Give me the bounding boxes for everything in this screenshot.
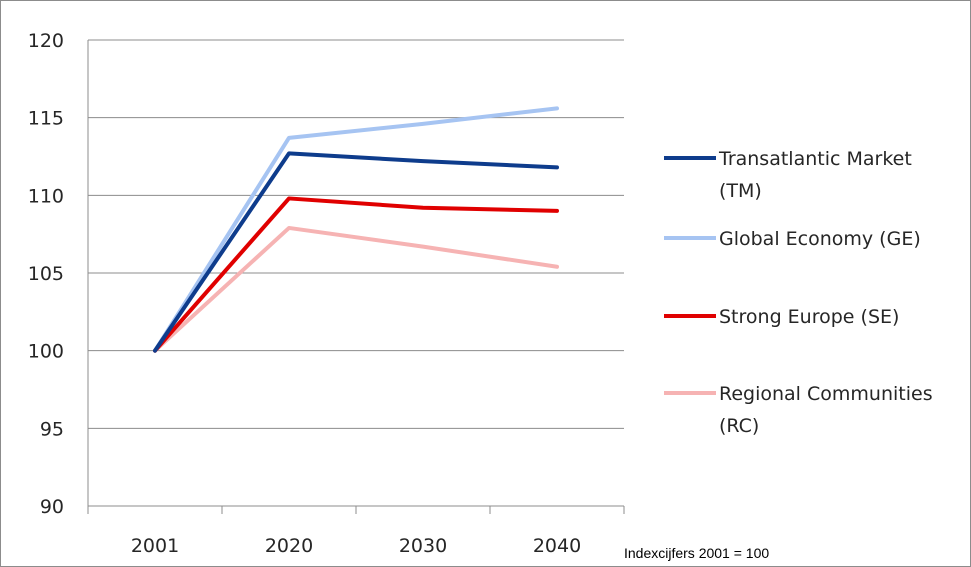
y-tick-label: 100 xyxy=(28,341,64,363)
y-tick-label: 90 xyxy=(40,496,64,518)
x-tick-label: 2020 xyxy=(265,535,313,557)
x-tick-label: 2030 xyxy=(399,535,447,557)
series-line-3 xyxy=(153,225,559,353)
y-tick-label: 115 xyxy=(28,108,64,130)
legend-label-3: Regional Communities xyxy=(719,383,933,405)
x-tick-label: 2040 xyxy=(533,535,581,557)
legend-label-3: (RC) xyxy=(719,415,759,437)
legend-label-0: Transatlantic Market xyxy=(718,148,912,170)
x-tick-label: 2001 xyxy=(131,535,179,557)
legend-label-1: Global Economy (GE) xyxy=(719,228,921,250)
series-line-2 xyxy=(153,196,559,353)
legend-label-2: Strong Europe (SE) xyxy=(719,306,899,328)
series-line-0 xyxy=(153,151,559,353)
y-tick-label: 110 xyxy=(28,185,64,207)
y-tick-label: 95 xyxy=(40,418,64,440)
y-tick-label: 120 xyxy=(28,30,64,52)
legend-label-0: (TM) xyxy=(719,180,762,202)
index-note: Indexcijfers 2001 = 100 xyxy=(624,545,769,561)
series-line-1 xyxy=(153,106,559,353)
y-tick-label: 105 xyxy=(28,263,64,285)
